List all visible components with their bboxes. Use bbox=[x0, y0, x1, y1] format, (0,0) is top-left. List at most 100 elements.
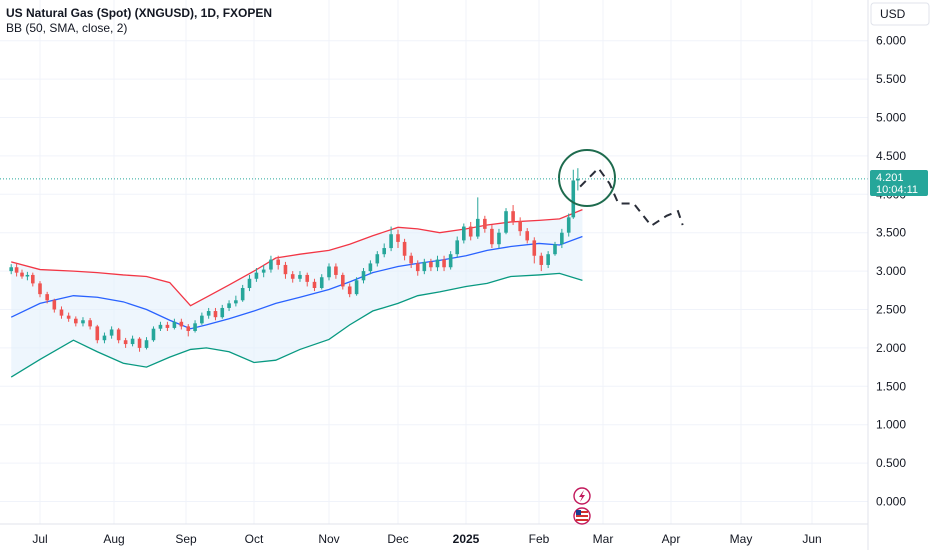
candle-body bbox=[213, 311, 218, 318]
price-tick-label: 1.000 bbox=[876, 418, 906, 432]
candle-body bbox=[504, 211, 508, 233]
symbol-title[interactable]: US Natural Gas (Spot) (XNGUSD), 1D, FXOP… bbox=[6, 6, 273, 20]
price-tick-label: 5.000 bbox=[876, 111, 906, 125]
candle-body bbox=[25, 274, 30, 277]
candle-body bbox=[312, 281, 317, 288]
candle-body bbox=[151, 328, 156, 341]
currency-button[interactable]: USD bbox=[870, 2, 930, 26]
candle-body bbox=[483, 218, 487, 229]
candle-body bbox=[247, 278, 252, 288]
candle-body bbox=[354, 280, 359, 295]
currency-button-frame bbox=[870, 2, 930, 26]
candle-body bbox=[455, 240, 460, 255]
bb-upper-line bbox=[11, 209, 583, 307]
candles bbox=[9, 168, 580, 352]
price-tick-label: 0.500 bbox=[876, 456, 906, 470]
candle-body bbox=[422, 261, 427, 272]
candle-body bbox=[389, 234, 393, 249]
price-tick-label: 3.000 bbox=[876, 264, 906, 278]
lightning-icon-glyph bbox=[579, 490, 585, 502]
candle-body bbox=[144, 340, 149, 348]
indicator-label[interactable]: BB (50, SMA, close, 2) bbox=[6, 21, 128, 35]
candle-body bbox=[9, 267, 13, 272]
candle-body bbox=[276, 259, 280, 265]
candle-body bbox=[490, 228, 494, 245]
candle-body bbox=[240, 287, 245, 301]
time-tick-label: 2025 bbox=[453, 532, 480, 546]
price-tick-label: 0.000 bbox=[876, 495, 906, 509]
last-price-label: 4.201 10:04:11 bbox=[870, 170, 928, 196]
candle-body bbox=[319, 277, 324, 288]
time-axis[interactable]: Jul Aug Sep Oct Nov Dec 2025 Feb Mar Apr May Jun bbox=[32, 532, 821, 546]
candle-body bbox=[165, 324, 170, 328]
bollinger-bands bbox=[10, 209, 583, 378]
candle-body bbox=[261, 269, 266, 273]
candle-body bbox=[396, 234, 400, 242]
lightning-icon[interactable] bbox=[573, 487, 591, 505]
us-flag-stripe bbox=[576, 515, 588, 517]
price-tick-label: 5.500 bbox=[876, 72, 906, 86]
time-tick-label: May bbox=[730, 532, 753, 546]
candle-body bbox=[361, 271, 366, 281]
candle-body bbox=[88, 320, 92, 327]
us-flag-icon[interactable] bbox=[573, 507, 591, 525]
time-tick-label: Nov bbox=[318, 532, 339, 546]
us-flag-stripe bbox=[576, 511, 588, 513]
bar-countdown: 10:04:11 bbox=[876, 184, 918, 196]
bb-basis-line bbox=[10, 235, 583, 330]
candle-body bbox=[305, 274, 310, 282]
candle-body bbox=[38, 283, 42, 295]
candle-body bbox=[290, 274, 295, 279]
candle-body bbox=[375, 254, 380, 264]
price-tick-label: 1.500 bbox=[876, 379, 906, 393]
time-tick-label: Aug bbox=[103, 532, 124, 546]
price-tick-label: 2.500 bbox=[876, 303, 906, 317]
candle-body bbox=[429, 261, 433, 268]
projection-path bbox=[579, 166, 684, 228]
candle-body bbox=[409, 255, 413, 264]
time-tick-label: Jul bbox=[32, 532, 47, 546]
candle-body bbox=[539, 255, 544, 265]
candle-body bbox=[341, 274, 345, 287]
candle-body bbox=[158, 324, 163, 329]
candle-body bbox=[234, 300, 238, 304]
candle-body bbox=[546, 254, 550, 265]
candle-body bbox=[130, 338, 135, 345]
candle-body bbox=[435, 259, 440, 268]
time-tick-label: Feb bbox=[529, 532, 550, 546]
candle-body bbox=[227, 303, 231, 308]
price-tick-label: 6.000 bbox=[876, 34, 906, 48]
time-tick-label: Mar bbox=[593, 532, 614, 546]
chart-legend[interactable]: US Natural Gas (Spot) (XNGUSD), 1D, FXOP… bbox=[6, 6, 272, 36]
candle-body bbox=[59, 309, 64, 316]
candle-body bbox=[102, 335, 107, 341]
price-tick-label: 2.000 bbox=[876, 341, 906, 355]
candle-body bbox=[269, 259, 273, 270]
candle-body bbox=[81, 320, 85, 324]
time-tick-label: Jun bbox=[802, 532, 821, 546]
time-tick-label: Sep bbox=[175, 532, 197, 546]
candle-body bbox=[95, 326, 100, 341]
candle-body bbox=[571, 180, 576, 218]
candle-body bbox=[200, 315, 204, 324]
candle-body bbox=[448, 254, 453, 268]
candle-body bbox=[74, 318, 78, 324]
candle-body bbox=[172, 321, 177, 328]
candle-body bbox=[518, 221, 522, 232]
price-axis[interactable]: 6.0005.5005.0004.5004.0003.5003.0002.500… bbox=[876, 34, 906, 509]
currency-label: USD bbox=[880, 7, 906, 21]
candle-body bbox=[497, 232, 501, 245]
candle-body bbox=[66, 315, 71, 319]
candle-body bbox=[511, 211, 515, 222]
candle-body bbox=[468, 226, 473, 237]
highlight-circle bbox=[558, 149, 616, 207]
candle-body bbox=[179, 321, 184, 327]
candle-body bbox=[186, 326, 191, 332]
price-tick-label: 3.500 bbox=[876, 226, 906, 240]
candle-body bbox=[109, 329, 114, 336]
candle-body bbox=[137, 338, 142, 348]
candle-body bbox=[220, 307, 225, 318]
candle-body bbox=[206, 311, 211, 316]
time-tick-label: Oct bbox=[245, 532, 264, 546]
